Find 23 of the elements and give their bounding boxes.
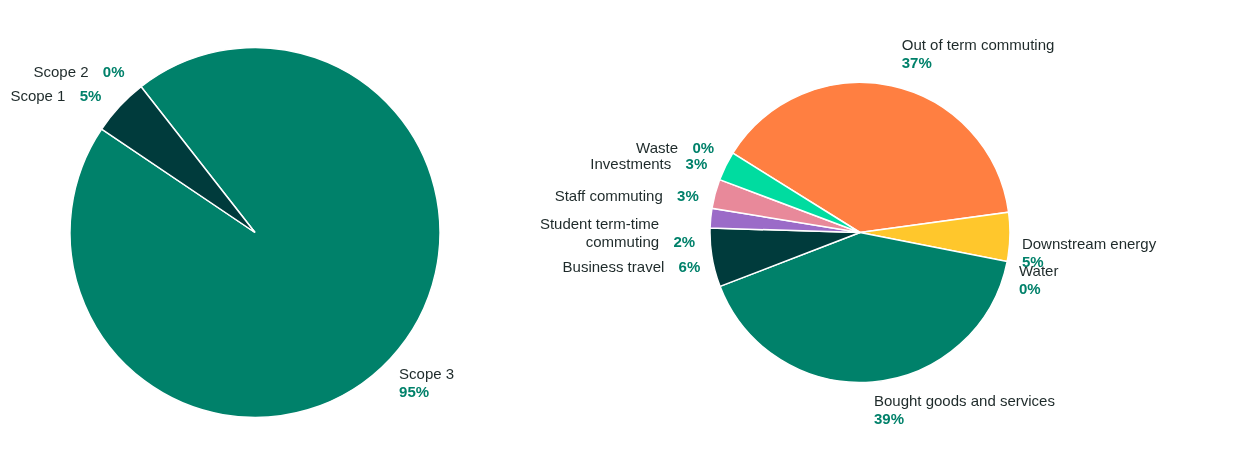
data-label: 95% <box>399 382 430 400</box>
slice-label: Investments <box>590 154 672 172</box>
category-label: Scope 2 <box>33 63 89 81</box>
text: 0% <box>1018 279 1041 297</box>
slice-label: Bought goods and services <box>873 391 1055 409</box>
slice-label: Scope 3 <box>399 364 455 382</box>
slice-label: Business travel <box>562 257 665 275</box>
slice-label: Downstream energy <box>1021 235 1157 253</box>
data-label: 2% <box>673 232 696 250</box>
pie-slice <box>100 85 256 234</box>
data-label: 39% <box>873 409 904 427</box>
data-label: 5% <box>79 87 102 105</box>
data-label: 3% <box>677 187 699 205</box>
text: 0% <box>692 139 715 157</box>
data-label: 3% <box>685 154 708 172</box>
data-label: 6% <box>678 257 701 275</box>
slice-label: Student term-time commuting <box>539 214 660 250</box>
data-label: 37% <box>901 53 932 71</box>
category-label: Waste <box>636 139 679 157</box>
text: 0% <box>102 63 125 81</box>
slice-label: Staff commuting <box>554 187 663 205</box>
slice-label: Scope 1 <box>10 87 66 105</box>
slice-label: Out of term commuting <box>901 35 1055 53</box>
